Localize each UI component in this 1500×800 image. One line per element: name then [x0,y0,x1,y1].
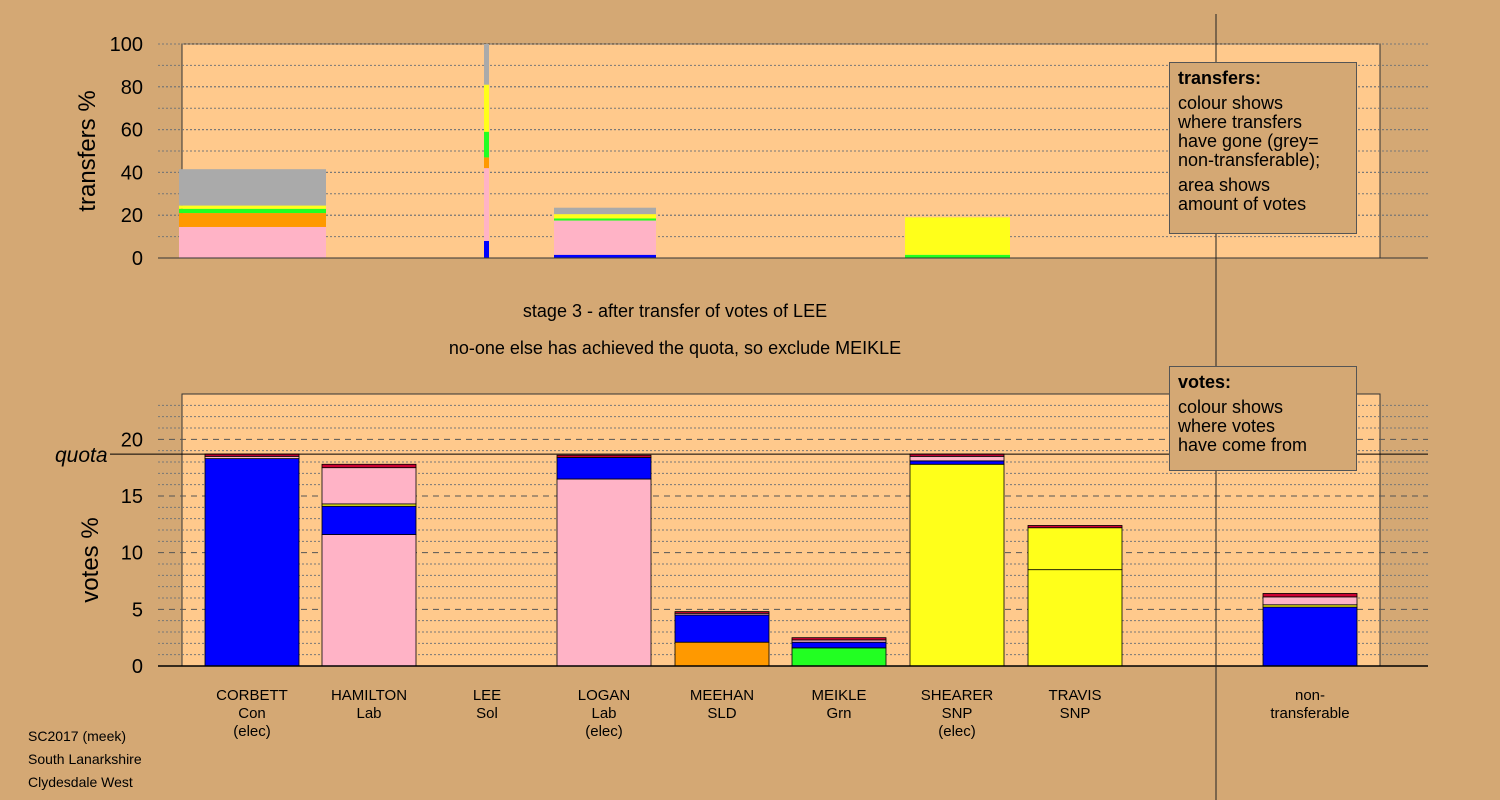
vote-segment [674,614,770,643]
transfer-segment [554,254,656,258]
y-tick-label: 10 [121,543,143,565]
votes-legend-line: have come from [1178,435,1308,455]
vote-segment [674,641,770,667]
vote-segment [791,647,887,667]
votes-legend-line: where votes [1178,416,1276,436]
candidate-party-label: transferable [1270,705,1349,722]
transfer-segment [484,44,489,85]
footer-ward: Clydesdale West [28,774,133,790]
y-tick-label: 60 [121,120,143,142]
transfer-segment [179,226,326,258]
transfers-legend-line: non-transferable); [1178,150,1321,170]
candidate-party-label: Con [238,705,266,722]
transfer-segment [484,157,489,169]
candidate-party-label: Lab [356,705,381,722]
vote-segment [321,505,417,535]
y-axis-label: votes % [77,517,104,602]
vote-segment [321,534,417,667]
transfer-segment [179,169,326,206]
transfer-segment [484,168,489,241]
vote-segment [321,463,417,469]
y-tick-label: 15 [121,486,143,508]
candidate-party-label: Lab [591,705,616,722]
vote-segment [1262,606,1358,667]
candidate-note-label: (elec) [938,723,976,740]
candidate-name-label: TRAVIS [1048,687,1101,704]
vote-segment [909,460,1005,465]
vote-segment [556,454,652,458]
vote-segment [1027,525,1123,529]
candidate-party-label: Grn [826,705,851,722]
transfer-segment [484,84,489,132]
candidate-party-label: SNP [1060,705,1091,722]
y-tick-label: 40 [121,162,143,184]
action-caption: no-one else has achieved the quota, so e… [448,338,902,358]
transfers-legend-line: have gone (grey= [1178,131,1319,151]
votes-legend-line: colour shows [1178,397,1284,417]
transfers-legend-text-2: area shows amount of votes [1178,176,1348,214]
transfers-legend-text: colour shows where transfers have gone (… [1178,94,1348,170]
candidate-name-label: CORBETT [216,687,288,704]
candidate-note-label: (elec) [585,723,623,740]
vote-segment [674,611,770,614]
vote-segment [321,467,417,505]
y-tick-label: 20 [121,205,143,227]
candidate-party-label: SNP [942,705,973,722]
transfer-segment [905,254,1010,258]
votes-legend: votes: colour shows where votes have com… [1169,366,1357,471]
vote-segment [909,455,1005,462]
quota-label: quota [55,444,108,467]
y-tick-label: 100 [110,34,143,56]
vote-segment [556,457,652,480]
transfer-segment [179,208,326,214]
transfers-legend-line: area shows [1178,175,1271,195]
footer-election: SC2017 (meek) [28,728,127,744]
transfer-segment [554,218,656,221]
vote-segment [791,637,887,641]
vote-segment [791,641,887,649]
vote-segment [909,463,1005,667]
candidate-party-label: SLD [707,705,736,722]
y-tick-label: 20 [121,429,143,451]
candidate-name-label: LOGAN [578,687,631,704]
transfer-segment [484,240,489,258]
transfers-legend: transfers: colour shows where transfers … [1169,62,1357,234]
transfer-segment [905,217,1010,255]
stage-caption: stage 3 - after transfer of votes of LEE [522,301,828,321]
candidate-name-label: MEEHAN [690,687,754,704]
vote-segment [556,478,652,667]
vote-segment [1262,593,1358,598]
transfer-segment [179,205,326,209]
transfers-legend-line: where transfers [1178,112,1303,132]
transfer-segment [554,207,656,215]
transfer-segment [554,214,656,219]
candidate-note-label: (elec) [233,723,271,740]
vote-segment [1027,527,1123,571]
transfers-legend-line: colour shows [1178,93,1284,113]
y-tick-label: 0 [132,656,143,678]
transfer-segment [484,131,489,158]
candidate-party-label: Sol [476,705,498,722]
vote-segment [1262,596,1358,606]
y-tick-label: 0 [132,248,143,270]
candidate-name-label: HAMILTON [331,687,407,704]
footer-council: South Lanarkshire [28,751,142,767]
y-tick-label: 5 [132,599,143,621]
vote-segment [204,458,300,667]
vote-segment [1027,569,1123,667]
transfer-segment [554,220,656,255]
transfers-legend-title: transfers: [1178,68,1262,88]
transfer-segment [179,213,326,227]
candidate-name-label: SHEARER [921,687,994,704]
y-tick-label: 80 [121,77,143,99]
candidate-name-label: LEE [473,687,501,704]
candidate-name-label: MEIKLE [811,687,866,704]
transfers-legend-line: amount of votes [1178,194,1307,214]
candidate-name-label: non- [1295,687,1325,704]
votes-legend-title: votes: [1178,372,1232,392]
y-axis-label: transfers % [74,90,101,211]
